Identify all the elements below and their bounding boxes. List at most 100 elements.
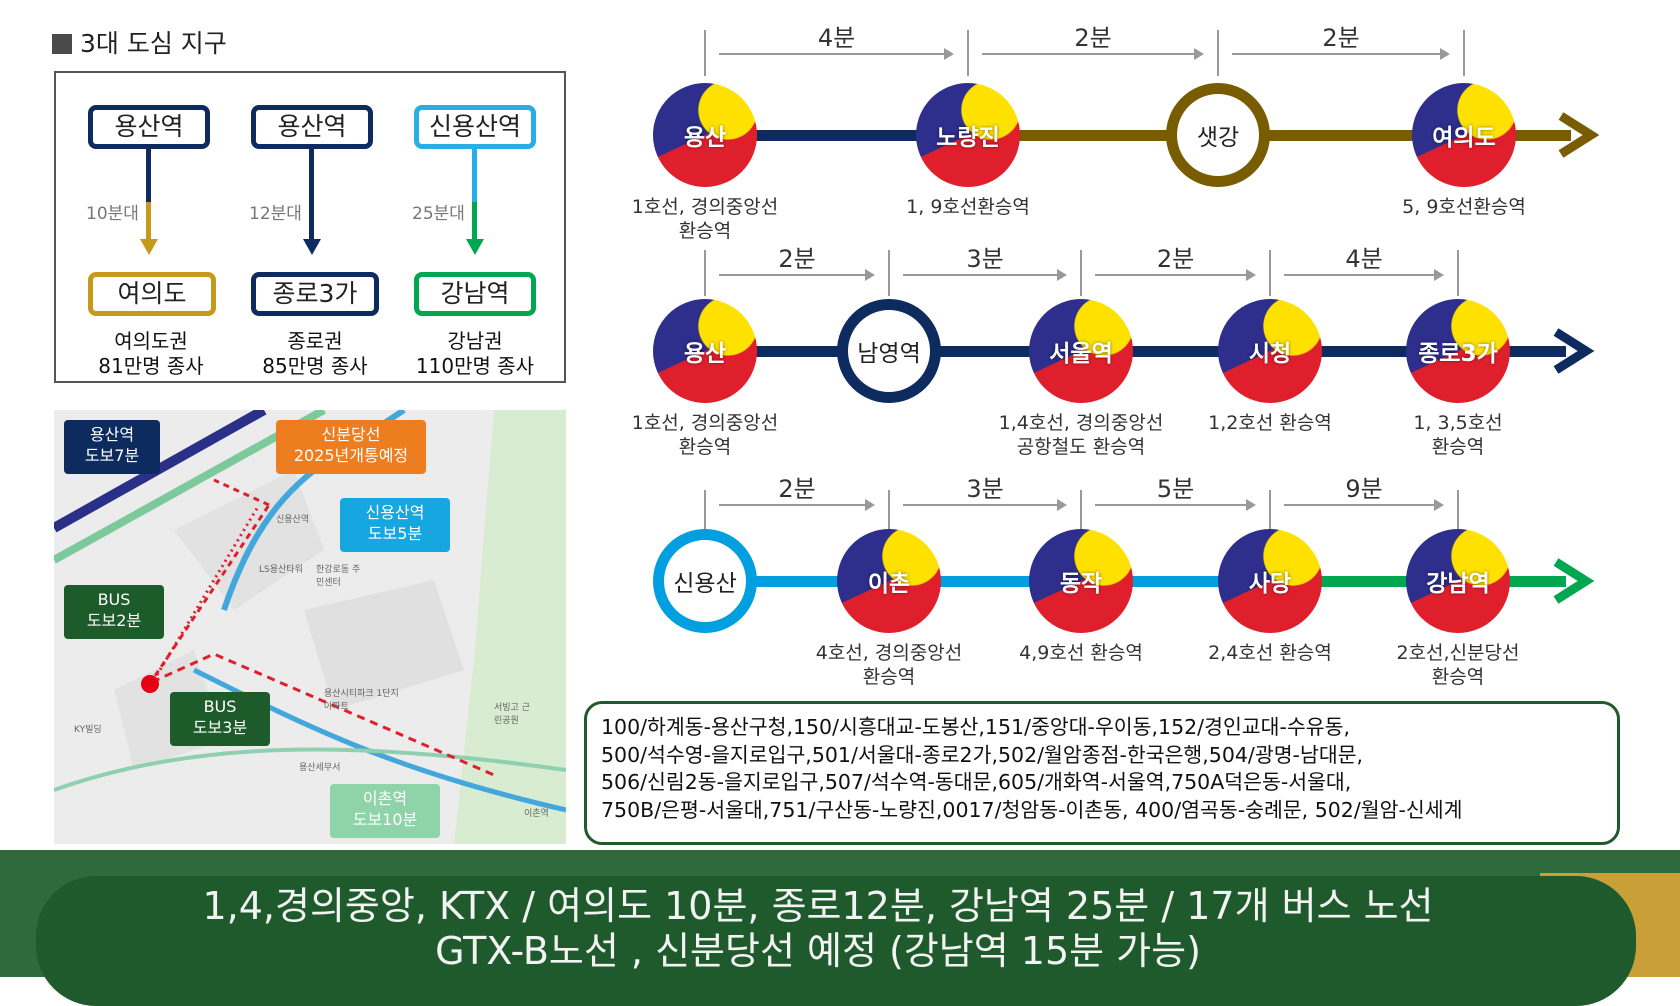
district-panel: 용산역 10분대 여의도 여의도권 81만명 종사 용산역 12분대 종로3가 종…: [54, 71, 566, 383]
interval-tick: [1463, 30, 1465, 76]
station-name: 남영역: [857, 341, 921, 367]
station-name: 종로3가: [1418, 341, 1498, 367]
interval-tick: [888, 250, 890, 296]
walk-route-2: [152, 504, 261, 681]
station-name: 강남역: [1426, 571, 1490, 597]
square-bullet-icon: [52, 34, 72, 54]
district-dest-2: 종로3가: [251, 272, 379, 316]
interval-arrow: [719, 48, 954, 60]
district-workers-3: 강남권 110만명 종사: [415, 329, 535, 378]
district-duration-2: 12분대: [249, 204, 302, 224]
callout-sinyongsan-station: 신용산역 도보5분: [340, 498, 450, 552]
interval-minutes: 3분: [966, 245, 1004, 273]
interval-arrow: [903, 269, 1067, 281]
interval-minutes: 5분: [1156, 475, 1195, 503]
callout-sinbundang: 신분당선 2025년개통예정: [276, 420, 426, 474]
map-label: 한강로동 주민센터: [316, 565, 361, 588]
interval-minutes: 4분: [817, 24, 856, 52]
route-line-segment: [705, 130, 968, 141]
transfer-info: 2,4호선 환승역: [1208, 642, 1332, 664]
bus-routes-line: 500/석수영-을지로입구,501/서울대-종로2가,502/월암종점-한국은행…: [601, 742, 1364, 767]
interval-tick: [1269, 250, 1271, 296]
route-line-segment: [1218, 130, 1464, 141]
interval-tick: [1457, 250, 1459, 296]
interval-tick: [704, 250, 706, 296]
callout-bus-stop-2: BUS 도보3분: [170, 692, 270, 746]
walk-route-3: [151, 652, 495, 777]
station-node: 여의도: [1412, 83, 1516, 187]
transfer-info: 1호선, 경의중앙선 환승역: [631, 412, 779, 458]
station-node: 용산: [653, 83, 757, 187]
station-name: 시청: [1248, 341, 1292, 367]
district-line-3b: [472, 202, 477, 242]
map-label: 이촌역: [524, 809, 549, 819]
station-node: 샛강: [1166, 83, 1270, 187]
station-name: 노량진: [936, 125, 1000, 151]
interval-arrow: [982, 48, 1204, 60]
bus-routes-line: 506/신림2동-을지로입구,507/석수역-동대문,605/개화역-서울역,7…: [601, 770, 1352, 794]
interval-minutes: 2분: [1322, 24, 1360, 52]
route-line-segment: [705, 346, 889, 357]
map-label: 신용산역: [276, 515, 310, 525]
area-map: 신용산역 LS용산타워 용산시티파크 1단지아파트 이촌역 한강로동 주민센터 …: [54, 410, 566, 844]
station-name: 신용산: [673, 571, 737, 597]
interval-minutes: 3분: [966, 475, 1004, 503]
station-node: 강남역: [1406, 529, 1510, 633]
transfer-info: 2호선,신분당선 환승역: [1396, 642, 1520, 688]
interval-arrow: [1232, 48, 1450, 60]
station-node: 신용산: [653, 529, 757, 633]
interval-arrow: [1095, 499, 1256, 511]
station-name: 서울역: [1049, 341, 1113, 367]
footer-line-1: 1,4,경의중앙, KTX / 여의도 10분, 종로12분, 강남역 25분 …: [202, 884, 1434, 928]
bus-routes-box: 100/하계동-용산구청,150/시흥대교-도봉산,151/중앙대-우이동,15…: [584, 701, 1620, 845]
station-node: 시청: [1218, 299, 1322, 403]
district-workers-2: 종로권 85만명 종사: [262, 329, 368, 378]
transfer-info: 4,9호선 환승역: [1019, 642, 1143, 664]
transfer-info: 5, 9호선환승역: [1402, 196, 1526, 218]
down-arrow-icon: [303, 239, 321, 255]
interval-tick: [1269, 490, 1271, 536]
district-line-1b: [146, 202, 151, 242]
district-line-2: [309, 149, 314, 242]
station-name: 이촌: [867, 571, 911, 597]
interval-arrow: [1095, 269, 1256, 281]
section-heading: 3대 도심 지구: [52, 24, 227, 60]
transfer-info: 4호선, 경의중앙선 환승역: [815, 642, 963, 688]
section-title: 3대 도심 지구: [80, 29, 227, 58]
interval-minutes: 2분: [1156, 245, 1195, 273]
route-line-segment: [1081, 346, 1270, 357]
route-arrow-icon: [1558, 112, 1600, 158]
station-name: 여의도: [1432, 125, 1496, 151]
route-line-segment: [1270, 576, 1458, 587]
district-dest-3: 강남역: [414, 272, 536, 316]
district-line-3a: [472, 149, 477, 202]
interval-minutes: 4분: [1345, 245, 1383, 273]
interval-tick: [1080, 490, 1082, 536]
district-origin-3: 신용산역: [414, 105, 536, 149]
interval-tick: [704, 30, 706, 76]
station-node: 이촌: [837, 529, 941, 633]
route-line-segment: [1270, 346, 1458, 357]
interval-minutes: 2분: [778, 245, 816, 273]
route-line-segment: [1464, 130, 1571, 141]
callout-yongsan-station: 용산역 도보7분: [64, 420, 160, 474]
location-pin-icon: [141, 675, 159, 693]
bus-routes-line: 750B/은평-서울대,751/구산동-노량진,0017/청암동-이촌동, 40…: [601, 797, 1463, 822]
map-label: LS용산타워: [259, 565, 303, 575]
station-node: 노량진: [916, 83, 1020, 187]
station-node: 남영역: [837, 299, 941, 403]
interval-arrow: [1284, 499, 1444, 511]
interval-arrow: [903, 499, 1067, 511]
walk-route-1: [147, 504, 271, 686]
interval-minutes: 2분: [778, 475, 816, 503]
callout-ichon-station: 이촌역 도보10분: [330, 784, 440, 838]
map-label: 용산시티파크 1단지아파트: [324, 689, 399, 712]
route-line-segment: [889, 576, 1081, 587]
bus-routes-line: 100/하계동-용산구청,150/시흥대교-도봉산,151/중앙대-우이동,15…: [601, 715, 1351, 739]
station-name: 사당: [1248, 571, 1292, 597]
map-label: 용산세무서: [299, 763, 341, 773]
station-name: 샛강: [1196, 125, 1240, 151]
map-label: KY빌딩: [74, 725, 102, 735]
interval-tick: [704, 490, 706, 536]
interval-tick: [1080, 250, 1082, 296]
